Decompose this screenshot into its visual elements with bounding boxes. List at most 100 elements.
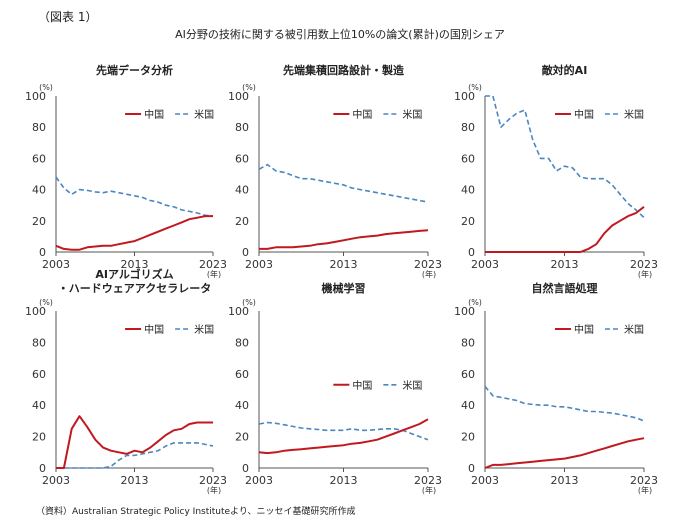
series-line-us bbox=[55, 176, 214, 217]
chart-panel-4: AIアルゴリズム・ハードウェアアクセラレータ (%) (年) 0 20 40 60 80 100… bbox=[25, 267, 227, 495]
y-tick-label: 60 bbox=[461, 368, 475, 381]
legend-label: 中国 bbox=[574, 323, 594, 336]
series-line-china bbox=[259, 229, 429, 250]
x-tick-label: 2023 bbox=[414, 258, 442, 271]
x-unit-label: (年) bbox=[207, 485, 221, 495]
legend-label: 中国 bbox=[144, 323, 164, 336]
chart-panel-2: 先端集積回路設計・製造 (%) (年) 0 20 40 60 80 100 2003 2013 202… bbox=[228, 63, 442, 279]
chart-panel-1: 先端データ分析 (%) (年) 0 20 40 60 80 100 2003 2013 2023 中国 米… bbox=[25, 63, 227, 279]
y-unit-label: (%) bbox=[39, 298, 53, 307]
chart-panel-3: 敵対的AI (%) (年) 0 20 40 60 80 100 2003 2013 2023 中国 米国 bbox=[454, 63, 658, 279]
series-line-us bbox=[258, 163, 429, 203]
panel-title: 敵対的AI bbox=[542, 63, 588, 77]
y-tick-label: 20 bbox=[235, 431, 249, 444]
y-tick-label: 80 bbox=[461, 336, 475, 349]
panel-title: 先端データ分析 bbox=[96, 63, 173, 77]
y-tick-label: 100 bbox=[228, 90, 249, 103]
y-unit-label: (%) bbox=[242, 83, 256, 92]
x-tick-label: 2013 bbox=[551, 474, 579, 487]
series-line-us bbox=[56, 442, 214, 469]
y-tick-label: 0 bbox=[39, 246, 46, 259]
y-tick-label: 60 bbox=[32, 368, 46, 381]
y-tick-label: 40 bbox=[32, 399, 46, 412]
y-tick-label: 40 bbox=[461, 184, 475, 197]
legend-label: 中国 bbox=[352, 379, 372, 392]
panel-title: 自然言語処理 bbox=[532, 281, 598, 295]
series-line-china bbox=[485, 206, 645, 253]
x-tick-label: 2023 bbox=[630, 258, 658, 271]
y-tick-label: 0 bbox=[242, 246, 249, 259]
legend-label: 米国 bbox=[194, 108, 214, 121]
y-tick-label: 80 bbox=[235, 336, 249, 349]
y-tick-label: 100 bbox=[454, 90, 475, 103]
series-line-china bbox=[55, 215, 213, 251]
x-tick-label: 2003 bbox=[245, 474, 273, 487]
legend-label: 米国 bbox=[402, 379, 422, 392]
y-unit-label: (%) bbox=[468, 298, 482, 307]
x-tick-label: 2013 bbox=[551, 258, 579, 271]
legend-label: 米国 bbox=[402, 108, 422, 121]
x-tick-label: 2003 bbox=[245, 258, 273, 271]
legend-label: 中国 bbox=[352, 108, 372, 121]
y-unit-label: (%) bbox=[468, 83, 482, 92]
y-tick-label: 60 bbox=[235, 368, 249, 381]
y-tick-label: 20 bbox=[461, 215, 475, 228]
x-unit-label: (年) bbox=[207, 269, 221, 279]
legend-label: 米国 bbox=[624, 323, 644, 336]
panel-title: 機械学習 bbox=[322, 281, 366, 295]
source-note: （資料）Australian Strategic Policy Institut… bbox=[36, 507, 356, 517]
series-line-china bbox=[258, 418, 429, 455]
y-tick-label: 0 bbox=[468, 246, 475, 259]
series-line-us bbox=[485, 95, 645, 219]
panel-title: ・ハードウェアアクセラレータ bbox=[58, 282, 211, 295]
y-tick-label: 40 bbox=[461, 399, 475, 412]
y-unit-label: (%) bbox=[39, 83, 53, 92]
x-tick-label: 2003 bbox=[42, 474, 70, 487]
y-tick-label: 80 bbox=[32, 121, 46, 134]
y-tick-label: 20 bbox=[32, 431, 46, 444]
y-tick-label: 100 bbox=[228, 305, 249, 318]
x-tick-label: 2023 bbox=[199, 474, 227, 487]
legend-label: 米国 bbox=[194, 323, 214, 336]
x-tick-label: 2023 bbox=[630, 474, 658, 487]
legend-label: 中国 bbox=[144, 108, 164, 121]
y-tick-label: 40 bbox=[32, 184, 46, 197]
x-tick-label: 2013 bbox=[121, 258, 149, 271]
y-tick-label: 20 bbox=[32, 215, 46, 228]
x-tick-label: 2013 bbox=[330, 258, 358, 271]
y-tick-label: 20 bbox=[235, 215, 249, 228]
figure-label: （図表 1） bbox=[38, 10, 98, 24]
series-line-us bbox=[484, 385, 645, 422]
y-tick-label: 100 bbox=[25, 90, 46, 103]
panel-title: 先端集積回路設計・製造 bbox=[283, 63, 405, 77]
x-tick-label: 2003 bbox=[471, 258, 499, 271]
y-tick-label: 100 bbox=[454, 305, 475, 318]
x-tick-label: 2023 bbox=[199, 258, 227, 271]
y-tick-label: 80 bbox=[235, 121, 249, 134]
chart-panel-6: 自然言語処理 (%) (年) 0 20 40 60 80 100 2003 2013 2023 中国 米国 bbox=[454, 281, 658, 495]
figure-title: AI分野の技術に関する被引用数上位10%の論文(累計)の国別シェア bbox=[175, 28, 505, 41]
y-tick-label: 60 bbox=[461, 152, 475, 165]
legend-label: 米国 bbox=[624, 108, 644, 121]
x-tick-label: 2003 bbox=[471, 474, 499, 487]
y-tick-label: 0 bbox=[39, 462, 46, 475]
x-tick-label: 2023 bbox=[414, 474, 442, 487]
y-tick-label: 40 bbox=[235, 399, 249, 412]
x-unit-label: (年) bbox=[422, 485, 436, 495]
x-tick-label: 2013 bbox=[121, 474, 149, 487]
legend-label: 中国 bbox=[574, 108, 594, 121]
y-tick-label: 60 bbox=[32, 152, 46, 165]
series-line-china bbox=[484, 437, 645, 469]
y-unit-label: (%) bbox=[242, 298, 256, 307]
x-unit-label: (年) bbox=[638, 485, 652, 495]
x-unit-label: (年) bbox=[638, 269, 652, 279]
chart-panel-5: 機械学習 (%) (年) 0 20 40 60 80 100 2003 2013 2023 中国 米国 bbox=[228, 281, 442, 495]
panel-title: AIアルゴリズム bbox=[95, 267, 173, 281]
y-tick-label: 80 bbox=[32, 336, 46, 349]
x-tick-label: 2013 bbox=[330, 474, 358, 487]
series-line-us bbox=[258, 421, 429, 441]
x-tick-label: 2003 bbox=[42, 258, 70, 271]
series-line-china bbox=[56, 415, 213, 469]
y-tick-label: 20 bbox=[461, 431, 475, 444]
